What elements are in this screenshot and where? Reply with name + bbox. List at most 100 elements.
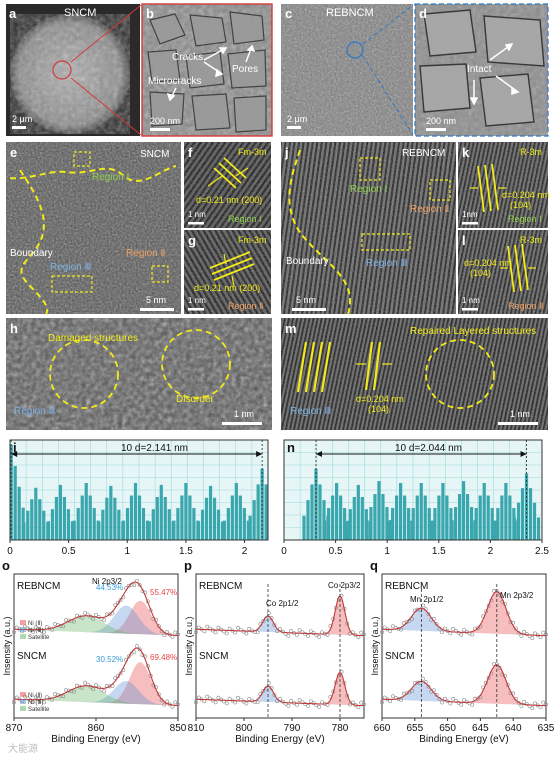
tem-f-scale: 1 nm bbox=[188, 210, 206, 219]
xps-point bbox=[462, 628, 466, 632]
xps-point bbox=[275, 629, 280, 634]
tem-l-d: d=0.204 nm bbox=[464, 258, 512, 268]
profile-bar bbox=[92, 508, 96, 540]
xps-point bbox=[205, 694, 210, 699]
profile-bar bbox=[248, 515, 252, 540]
xps-point bbox=[33, 695, 38, 700]
profile-bar bbox=[494, 520, 498, 540]
profile-bar bbox=[133, 483, 138, 540]
profile-bar bbox=[97, 521, 101, 540]
x-tick-label: 1 bbox=[124, 546, 130, 557]
y-axis-label: Insensity (a.u.) bbox=[184, 616, 194, 675]
sem-b-microcracks: Microcracks bbox=[148, 76, 201, 87]
tem-k-region: Region Ⅰ bbox=[508, 214, 542, 224]
tem-f-region: Region Ⅰ bbox=[228, 214, 262, 224]
xps-point bbox=[362, 632, 366, 637]
xps-component bbox=[382, 591, 546, 636]
xps-point bbox=[194, 700, 198, 705]
profile-bar bbox=[411, 508, 415, 540]
xps-point bbox=[83, 610, 87, 615]
sem-c-scale: 2 μm bbox=[287, 114, 307, 124]
profile-bar bbox=[172, 520, 176, 540]
x-tick-label: 860 bbox=[88, 723, 105, 734]
profile-bar bbox=[62, 497, 67, 540]
panel-e: e SNCM Region Ⅰ Region Ⅱ Region Ⅲ Bounda… bbox=[6, 142, 181, 315]
profile-bar bbox=[496, 508, 500, 540]
profile-bar bbox=[318, 484, 322, 540]
tem-j-title: REBNCM bbox=[402, 148, 445, 159]
xps-point bbox=[261, 689, 266, 693]
profile-bar bbox=[137, 495, 142, 540]
xps-point bbox=[205, 624, 210, 629]
chart-o: REBNCM SNCM 870 860 850 Binding Energy (eV) In… bbox=[2, 558, 187, 745]
pct-blue-bottom: 30.52% bbox=[96, 655, 123, 664]
xps-component bbox=[382, 681, 546, 706]
x-tick-label: 660 bbox=[374, 723, 391, 734]
chart-q: REBNCM SNCM 660 655 650 645 640 635 Binding Ener… bbox=[370, 558, 554, 745]
tem-g-d: d=0.21 nm (200) bbox=[194, 283, 260, 293]
xps-point bbox=[359, 700, 364, 705]
profile-bar bbox=[167, 509, 171, 540]
profile-bar bbox=[80, 495, 84, 540]
panel-letter-f: f bbox=[188, 145, 193, 160]
xps-point bbox=[61, 694, 66, 699]
profile-bar bbox=[377, 481, 381, 540]
xps-point bbox=[102, 618, 107, 623]
profile-bar bbox=[360, 497, 364, 540]
x-tick-label: 640 bbox=[505, 723, 522, 734]
xps-point bbox=[42, 700, 46, 705]
chart-p: REBNCM SNCM 810 800 790 780 Binding Energy (eV… bbox=[184, 558, 366, 745]
xps-point bbox=[544, 702, 548, 707]
tem-l-scale: 1 nm bbox=[462, 296, 480, 305]
profile-bar bbox=[352, 497, 356, 540]
x-axis-label: Binding Energy (eV) bbox=[51, 734, 141, 745]
profile-bar bbox=[54, 497, 59, 540]
xps-point bbox=[64, 618, 68, 623]
profile-bar bbox=[76, 508, 80, 540]
xps-point bbox=[415, 680, 420, 685]
xps-point bbox=[317, 635, 322, 639]
plot-frame bbox=[283, 439, 543, 541]
x-tick-label: 0 bbox=[281, 546, 287, 557]
span-label: 10 d=2.141 nm bbox=[121, 443, 188, 454]
xps-point bbox=[33, 625, 38, 630]
profile-bar bbox=[105, 497, 109, 540]
xps-point bbox=[451, 696, 455, 701]
xps-point bbox=[132, 650, 137, 655]
xps-point bbox=[426, 684, 431, 689]
profile-bar bbox=[310, 484, 314, 540]
peak-label-2: Mn 2p3/2 bbox=[500, 591, 534, 600]
xps-point bbox=[530, 706, 535, 711]
xps-sample-label: SNCM bbox=[199, 651, 228, 662]
xps-point bbox=[297, 698, 302, 703]
x-tick-label: 0 bbox=[7, 546, 13, 557]
x-tick-label: 1 bbox=[384, 546, 390, 557]
arrow-head-right bbox=[256, 451, 263, 457]
profile-bar bbox=[84, 483, 88, 540]
x-tick-label: 1.5 bbox=[179, 546, 193, 557]
profile-bar bbox=[356, 484, 360, 540]
xps-point bbox=[194, 630, 198, 635]
profile-bar bbox=[528, 488, 533, 540]
x-tick-label: 2 bbox=[242, 546, 248, 557]
tem-e-title: SNCM bbox=[140, 149, 169, 160]
pct-red-bottom: 69.48% bbox=[150, 653, 177, 662]
xps-point bbox=[434, 622, 439, 626]
xps-point bbox=[102, 689, 107, 694]
xps-point bbox=[236, 695, 240, 700]
xps-point bbox=[176, 632, 180, 637]
profile-bar bbox=[478, 495, 482, 540]
xps-point bbox=[137, 583, 142, 587]
x-axis-label: Binding Energy (eV) bbox=[419, 734, 509, 745]
profile-bar bbox=[188, 495, 192, 540]
xps-point bbox=[470, 702, 475, 707]
xps-point bbox=[519, 704, 524, 708]
profile-bar bbox=[66, 509, 71, 540]
xps-point bbox=[475, 696, 480, 701]
profile-bar bbox=[159, 484, 163, 540]
profile-bar bbox=[151, 509, 155, 540]
tem-l-phase: R-3m bbox=[520, 235, 542, 245]
xps-component bbox=[14, 685, 178, 706]
xps-point bbox=[31, 700, 36, 705]
tem-j-scale: 5 nm bbox=[296, 295, 316, 305]
